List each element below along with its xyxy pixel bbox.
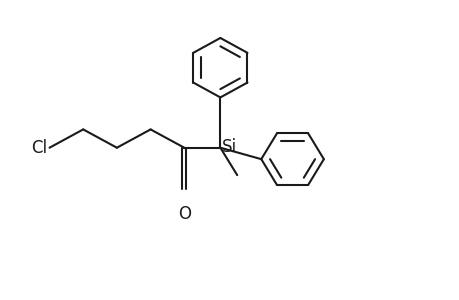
Text: Cl: Cl [31, 139, 47, 157]
Text: Si: Si [221, 138, 236, 156]
Text: O: O [177, 205, 190, 223]
